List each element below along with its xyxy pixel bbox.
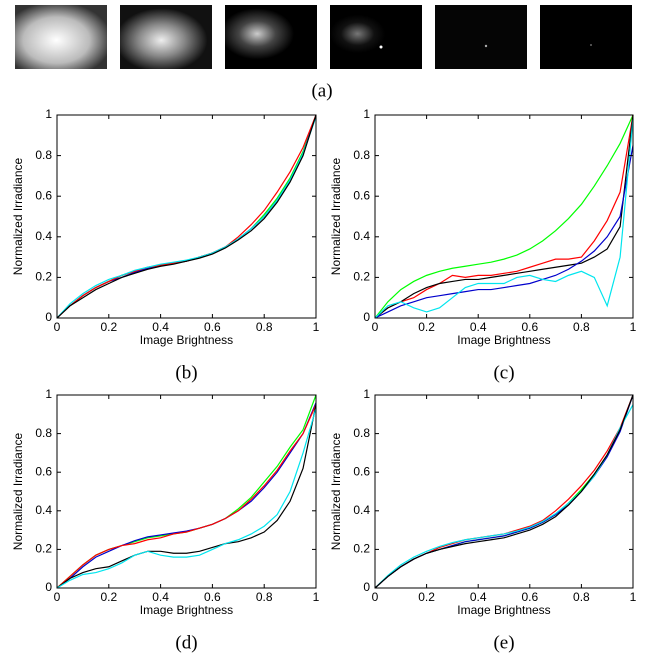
x-axis-label: Image Brightness [457,333,550,347]
x-tick-label: 0.8 [256,590,273,604]
x-tick-label: 0.4 [152,320,169,334]
caption: (a) [311,80,332,101]
image-highlight [590,44,592,46]
image [15,5,107,69]
x-tick-label: 0.2 [100,590,117,604]
y-axis-label: Normalized Irradiance [11,157,25,275]
y-axis-label: Normalized Irradiance [329,432,343,550]
series-line [374,114,634,319]
y-tick-label: 1 [45,107,52,121]
x-tick-label: 0 [372,320,379,334]
x-tick-label: 0.2 [100,320,117,334]
series-line [56,404,317,589]
caption: (b) [175,362,197,383]
x-tick-label: 0 [372,590,379,604]
x-tick-label: 1 [313,590,320,604]
image-strip [15,5,632,69]
axes-frame [56,114,317,319]
image [120,5,212,69]
image-highlight [379,45,383,49]
image [435,5,527,69]
image-highlight [484,44,488,48]
y-tick-label: 1 [363,387,370,401]
x-tick-label: 1 [313,320,320,334]
y-tick-label: 0.4 [35,229,52,243]
x-tick-label: 0.4 [152,590,169,604]
x-axis-label: Image Brightness [457,603,550,617]
y-axis-label: Normalized Irradiance [329,157,343,275]
image [225,5,317,69]
x-axis-label: Image Brightness [140,333,233,347]
series-line [56,404,317,589]
x-tick-label: 0.2 [418,590,435,604]
y-tick-label: 0.8 [353,426,370,440]
series-line [374,404,634,589]
series-line [374,114,634,319]
y-tick-label: 0.4 [35,503,52,517]
x-tick-label: 0.8 [573,320,590,334]
caption: (d) [175,632,197,653]
x-tick-label: 0.6 [204,590,221,604]
series-line [56,402,317,589]
series-line [374,145,634,319]
y-tick-label: 0.2 [35,542,52,556]
y-tick-label: 0.8 [35,426,52,440]
y-tick-label: 0.6 [353,464,370,478]
x-tick-label: 1 [630,590,637,604]
series-line [56,116,317,319]
x-tick-label: 0.8 [573,590,590,604]
x-tick-label: 0 [54,320,61,334]
series-line [56,408,317,589]
x-tick-label: 1 [630,320,637,334]
y-tick-label: 0.6 [35,188,52,202]
x-tick-label: 0.4 [470,590,487,604]
y-tick-label: 0.6 [353,188,370,202]
y-axis-label: Normalized Irradiance [11,432,25,550]
x-tick-label: 0.4 [470,320,487,334]
image [540,5,632,69]
x-tick-label: 0.8 [256,320,273,334]
y-tick-label: 0.4 [353,229,370,243]
axes-frame [374,114,634,319]
series-line [374,114,634,319]
series-line [56,114,317,319]
y-tick-label: 0.8 [35,148,52,162]
x-tick-label: 0.6 [204,320,221,334]
caption: (c) [493,362,514,383]
y-tick-label: 0 [45,310,52,324]
y-tick-label: 0.2 [353,542,370,556]
y-tick-label: 0 [45,580,52,594]
y-tick-label: 0.8 [353,148,370,162]
y-tick-label: 0.4 [353,503,370,517]
y-tick-label: 0.2 [353,270,370,284]
x-tick-label: 0.2 [418,320,435,334]
y-tick-label: 1 [45,387,52,401]
caption: (e) [493,632,514,653]
series-line [374,119,634,319]
x-tick-label: 0.6 [521,320,538,334]
x-tick-label: 0 [54,590,61,604]
y-tick-label: 1 [363,107,370,121]
x-axis-label: Image Brightness [140,603,233,617]
y-tick-label: 0.6 [35,464,52,478]
y-tick-label: 0 [363,310,370,324]
series-line [374,394,634,589]
y-tick-label: 0 [363,580,370,594]
series-line [56,394,317,589]
x-tick-label: 0.6 [521,590,538,604]
image [330,5,422,69]
axes-frame [56,394,317,589]
y-tick-label: 0.2 [35,270,52,284]
axes-frame [374,394,634,589]
series-line [56,114,317,319]
